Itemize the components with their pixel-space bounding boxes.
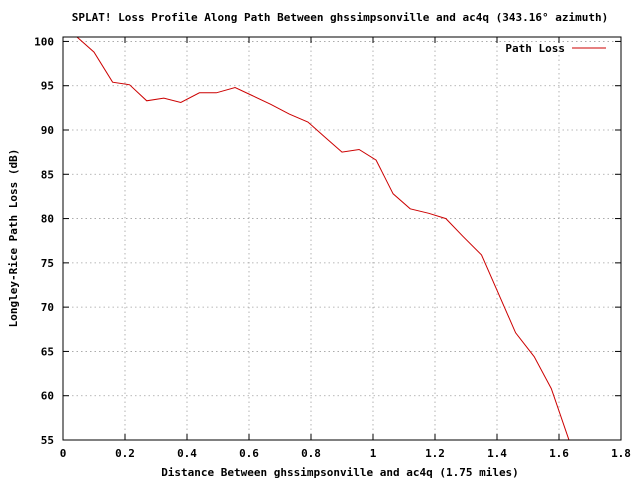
x-tick-label: 1.6 bbox=[549, 447, 569, 460]
x-tick-label: 0.4 bbox=[177, 447, 197, 460]
x-tick-label: 1.2 bbox=[425, 447, 445, 460]
y-tick-label: 55 bbox=[41, 434, 54, 447]
x-tick-label: 1.4 bbox=[487, 447, 507, 460]
x-tick-label: 0.6 bbox=[239, 447, 259, 460]
plot-border bbox=[62, 36, 622, 441]
y-tick-label: 75 bbox=[41, 257, 54, 270]
y-tick-label: 100 bbox=[34, 35, 54, 48]
series-layer bbox=[76, 37, 570, 440]
x-tick-label: 1 bbox=[370, 447, 377, 460]
chart-title: SPLAT! Loss Profile Along Path Between g… bbox=[72, 11, 608, 24]
legend: Path Loss bbox=[505, 42, 606, 55]
x-axis-label: Distance Between ghssimpsonville and ac4… bbox=[161, 466, 519, 479]
y-tick-label: 65 bbox=[41, 345, 54, 358]
y-axis-label: Longley-Rice Path Loss (dB) bbox=[7, 149, 20, 328]
series-line-path-loss bbox=[76, 37, 570, 440]
y-tick-label: 90 bbox=[41, 124, 54, 137]
y-tick-label: 80 bbox=[41, 213, 54, 226]
y-tick-label: 70 bbox=[41, 301, 54, 314]
grid bbox=[63, 37, 621, 440]
x-tick-label: 0.2 bbox=[115, 447, 135, 460]
y-tick-label: 85 bbox=[41, 168, 54, 181]
x-tick-label: 0 bbox=[60, 447, 67, 460]
y-tick-label: 95 bbox=[41, 80, 54, 93]
y-tick-label: 60 bbox=[41, 390, 54, 403]
x-tick-label: 1.8 bbox=[611, 447, 631, 460]
ticks: 0 0.2 0.4 0.6 0.8 1 1.2 1.4 1.6 1.8 55 60 65 70 75 80 85… bbox=[34, 35, 631, 460]
legend-label: Path Loss bbox=[505, 42, 565, 55]
x-tick-label: 0.8 bbox=[301, 447, 321, 460]
